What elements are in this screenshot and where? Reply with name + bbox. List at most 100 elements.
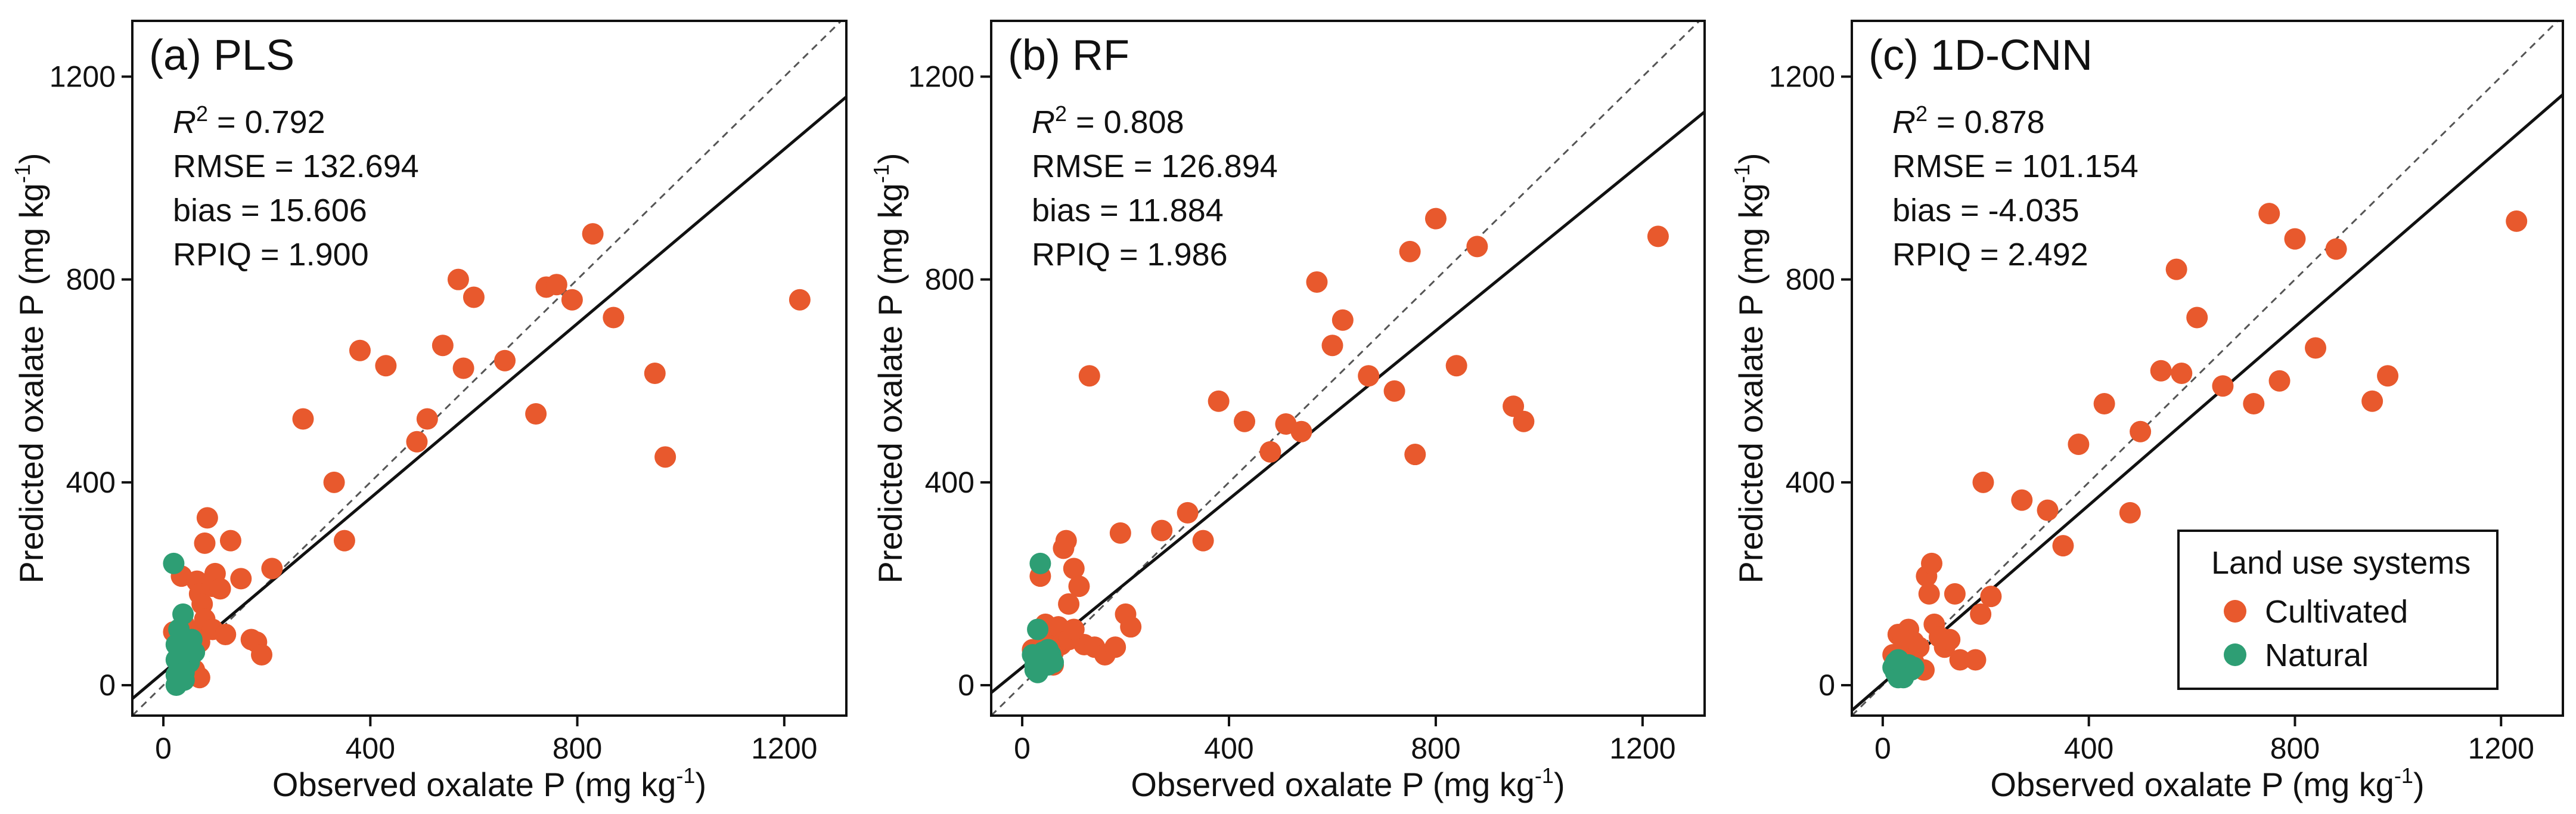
x-tick-label: 400	[1204, 732, 1253, 765]
point-natural	[1029, 552, 1051, 574]
point-cultivated	[2011, 489, 2033, 511]
point-cultivated	[1424, 208, 1447, 230]
point-cultivated	[1321, 335, 1343, 357]
x-axis-label: Observed oxalate P (mg kg-1)	[272, 763, 706, 803]
point-cultivated	[2093, 393, 2115, 415]
stat-r2: R2 = 0.808	[1032, 101, 1184, 140]
y-tick-label: 0	[958, 668, 974, 702]
point-cultivated	[525, 403, 547, 425]
y-tick-label: 0	[1818, 668, 1835, 702]
stat-rpiq: RPIQ = 1.900	[173, 237, 369, 273]
point-cultivated	[1306, 271, 1328, 293]
point-cultivated	[349, 339, 371, 361]
point-cultivated	[1120, 616, 1142, 638]
point-natural	[1037, 639, 1059, 661]
legend: Land use systems Cultivated Natural	[2177, 530, 2499, 690]
stat-bias: bias = 15.606	[173, 193, 367, 228]
point-cultivated	[1068, 575, 1090, 598]
point-cultivated	[1892, 629, 1914, 651]
point-cultivated	[1980, 586, 2002, 608]
point-cultivated	[1259, 441, 1281, 463]
point-cultivated	[1177, 502, 1199, 524]
panel-title: (b) RF	[1008, 32, 1129, 79]
x-tick-label: 0	[1874, 732, 1891, 765]
panel-title: (a) PLS	[149, 32, 294, 79]
point-cultivated	[215, 623, 237, 645]
point-cultivated	[1234, 410, 1256, 432]
point-cultivated	[1970, 603, 1992, 625]
point-cultivated	[1503, 395, 1525, 417]
point-cultivated	[1918, 583, 1940, 605]
point-cultivated	[1078, 365, 1100, 387]
point-cultivated	[1055, 530, 1077, 552]
point-cultivated	[375, 355, 397, 377]
point-cultivated	[1445, 355, 1467, 377]
x-tick-label: 800	[2270, 732, 2320, 765]
panel-title: (c) 1D-CNN	[1869, 32, 2093, 79]
legend-label-natural: Natural	[2265, 637, 2369, 673]
point-cultivated	[2258, 203, 2280, 225]
point-cultivated	[2361, 390, 2383, 412]
point-cultivated	[2119, 502, 2141, 524]
plot-frame	[1851, 20, 2564, 717]
point-cultivated	[2052, 535, 2074, 557]
point-cultivated	[2325, 238, 2347, 260]
point-natural	[1027, 618, 1049, 640]
point-cultivated	[1290, 420, 1312, 442]
point-natural	[1887, 649, 1909, 671]
point-cultivated	[196, 507, 218, 529]
point-cultivated	[261, 558, 283, 580]
point-cultivated	[1151, 519, 1173, 541]
point-natural	[1027, 661, 1049, 683]
regression-line	[1852, 93, 2563, 712]
point-cultivated	[447, 268, 469, 290]
point-cultivated	[1063, 618, 1085, 640]
point-cultivated	[416, 408, 438, 430]
point-cultivated	[406, 431, 428, 453]
point-cultivated	[1404, 444, 1426, 466]
point-cultivated	[452, 357, 474, 379]
point-cultivated	[1332, 309, 1354, 331]
x-tick-label: 400	[346, 732, 395, 765]
point-cultivated	[333, 530, 355, 552]
point-cultivated	[2130, 420, 2152, 442]
point-cultivated	[2506, 210, 2528, 232]
point-cultivated	[1399, 240, 1421, 262]
stat-r2: R2 = 0.792	[173, 101, 325, 140]
point-cultivated	[789, 289, 811, 311]
point-cultivated	[194, 532, 216, 554]
panel-3: 0 400 800 1200 0 400 800 1200 Observed oxalate P…	[1730, 20, 2564, 803]
point-cultivated	[1208, 390, 1230, 412]
plot-frame	[131, 20, 848, 717]
point-cultivated	[2377, 365, 2399, 387]
point-cultivated	[1058, 593, 1080, 615]
point-cultivated	[2165, 258, 2187, 280]
point-natural	[163, 552, 185, 574]
point-cultivated	[2268, 370, 2291, 392]
x-axis-label: Observed oxalate P (mg kg-1)	[1131, 763, 1565, 803]
y-tick-label: 1200	[908, 60, 974, 94]
point-cultivated	[1104, 636, 1126, 658]
point-cultivated	[1192, 530, 1214, 552]
point-cultivated	[1920, 552, 1942, 574]
y-tick-label: 1200	[1769, 60, 1835, 94]
point-cultivated	[2186, 307, 2208, 329]
point-cultivated	[561, 289, 583, 311]
x-tick-label: 1200	[2468, 732, 2534, 765]
y-tick-label: 400	[1786, 466, 1835, 499]
stat-bias: bias = 11.884	[1032, 193, 1224, 228]
point-cultivated	[1109, 522, 1131, 544]
point-cultivated	[2150, 360, 2172, 382]
regression-line	[132, 95, 846, 700]
identity-line	[1852, 21, 2559, 716]
point-cultivated	[2212, 375, 2234, 397]
y-axis-label: Predicted oxalate P (mg kg-1)	[869, 153, 909, 584]
plot-frame	[990, 20, 1706, 717]
point-cultivated	[432, 335, 454, 357]
point-cultivated	[644, 363, 666, 385]
x-tick-label: 1200	[751, 732, 817, 765]
x-tick-label: 0	[1014, 732, 1031, 765]
point-cultivated	[1063, 558, 1085, 580]
y-tick-label: 1200	[49, 60, 116, 94]
